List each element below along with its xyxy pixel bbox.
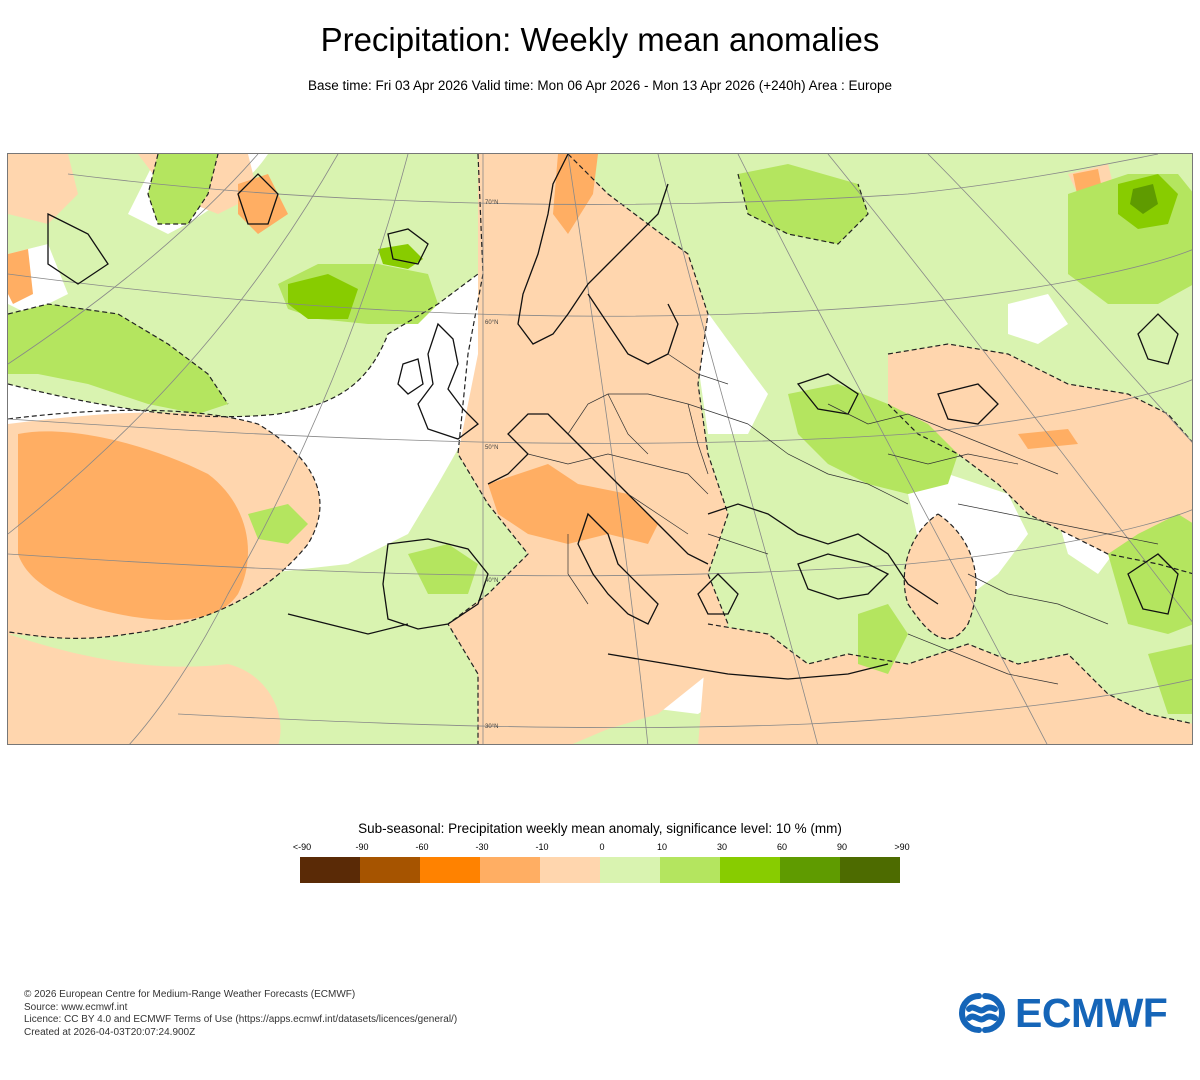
legend-tick-label: 0 — [599, 842, 605, 852]
country-borders — [527, 353, 1159, 685]
legend-tick-label: -30 — [475, 842, 489, 852]
lat-label-70n: 70°N — [485, 200, 498, 206]
footer: © 2026 European Centre for Medium-Range … — [24, 989, 457, 1039]
graticule — [8, 154, 1192, 744]
legend-tick-label: 30 — [716, 842, 727, 852]
footer-created: Created at 2026-04-03T20:07:24.900Z — [24, 1026, 196, 1038]
legend-title: Sub-seasonal: Precipitation weekly mean … — [358, 821, 842, 836]
footer-source: Source: www.ecmwf.int — [24, 1001, 128, 1013]
legend-swatch — [600, 857, 660, 883]
latitude-labels: 70°N 60°N 50°N 40°N 30°N — [485, 200, 498, 730]
significance-contours — [8, 154, 1192, 744]
legend-tick-label: <-90 — [292, 842, 312, 852]
coastlines — [47, 154, 1179, 680]
ecmwf-logo-text: ECMWF — [1015, 990, 1168, 1036]
ecmwf-logo-icon — [959, 993, 1005, 1033]
legend-tick-label: 90 — [836, 842, 847, 852]
legend-tick-label: 10 — [656, 842, 667, 852]
legend-swatch — [420, 857, 480, 883]
legend-swatch — [660, 857, 720, 883]
lat-label-40n: 40°N — [485, 578, 498, 584]
legend-swatch — [840, 857, 900, 883]
lat-label-60n: 60°N — [485, 320, 498, 326]
legend-swatch — [720, 857, 780, 883]
ecmwf-logo[interactable]: ECMWF — [953, 990, 1179, 1036]
legend-tick-label: -90 — [355, 842, 369, 852]
chart-title: Precipitation: Weekly mean anomalies — [320, 21, 880, 58]
anomaly-map-canvas: 70°N 60°N 50°N 40°N 30°N — [8, 154, 1192, 744]
legend-colorbar — [300, 857, 900, 883]
legend-swatch — [300, 857, 360, 883]
legend-tick-label: -10 — [535, 842, 549, 852]
legend-swatch — [780, 857, 840, 883]
legend-swatch — [480, 857, 540, 883]
legend-tick-label: 60 — [776, 842, 787, 852]
footer-licence: Licence: CC BY 4.0 and ECMWF Terms of Us… — [24, 1014, 458, 1025]
anomaly-map[interactable]: 70°N 60°N 50°N 40°N 30°N — [7, 153, 1193, 745]
chart-subtitle: Base time: Fri 03 Apr 2026 Valid time: M… — [308, 78, 892, 93]
lat-label-30n: 30°N — [485, 724, 498, 730]
legend-tick-label: -60 — [415, 842, 429, 852]
legend-tick-label: >90 — [894, 842, 910, 852]
legend-swatch — [360, 857, 420, 883]
legend-swatch — [540, 857, 600, 883]
lat-label-50n: 50°N — [485, 445, 498, 451]
anomaly-plus60-90 — [1130, 184, 1158, 214]
footer-copyright: © 2026 European Centre for Medium-Range … — [24, 989, 356, 1000]
